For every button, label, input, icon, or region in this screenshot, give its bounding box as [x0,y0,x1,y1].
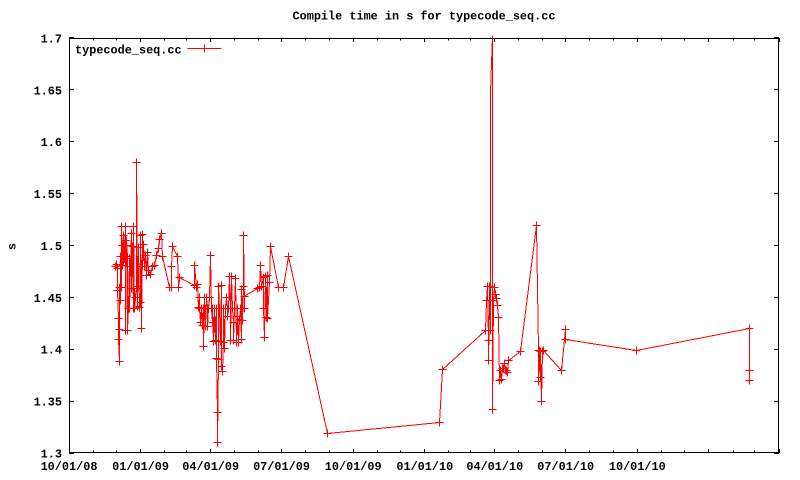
svg-text:07/01/10: 07/01/10 [537,460,594,474]
svg-text:07/01/09: 07/01/09 [253,460,310,474]
svg-text:Compile time in s for typecode: Compile time in s for typecode_seq.cc [293,10,556,24]
svg-text:s: s [6,243,20,250]
svg-text:1.45: 1.45 [34,292,62,306]
svg-text:1.65: 1.65 [34,84,62,98]
svg-text:10/01/10: 10/01/10 [609,460,666,474]
svg-text:1.35: 1.35 [34,396,62,410]
svg-text:04/01/09: 04/01/09 [182,460,239,474]
svg-text:10/01/09: 10/01/09 [325,460,382,474]
svg-text:10/01/08: 10/01/08 [41,460,98,474]
svg-text:01/01/10: 01/01/10 [396,460,453,474]
svg-text:typecode_seq.cc: typecode_seq.cc [75,44,182,58]
svg-text:01/01/09: 01/01/09 [112,460,169,474]
svg-text:1.5: 1.5 [41,240,62,254]
svg-text:1.3: 1.3 [41,448,62,462]
svg-text:1.6: 1.6 [41,136,62,150]
svg-text:1.55: 1.55 [34,188,62,202]
svg-text:1.4: 1.4 [41,344,62,358]
svg-text:1.7: 1.7 [41,33,62,47]
svg-text:04/01/10: 04/01/10 [466,460,523,474]
